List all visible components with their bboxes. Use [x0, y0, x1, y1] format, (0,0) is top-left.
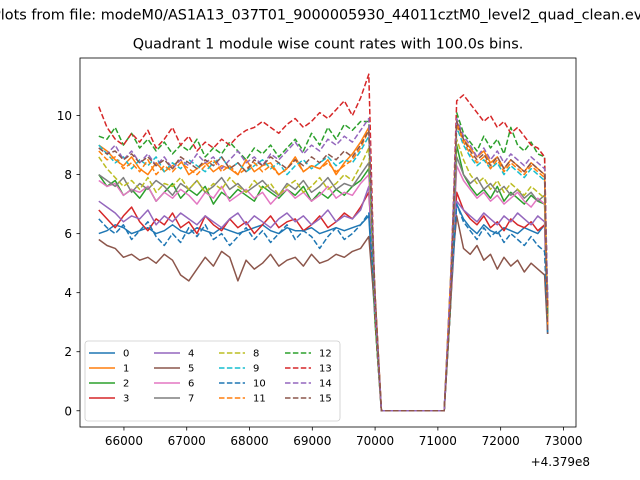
legend-label-7: 7	[188, 394, 194, 405]
chart-title: Quadrant 1 module wise count rates with …	[133, 37, 524, 53]
series-line-12	[98, 111, 549, 412]
legend-label-1: 1	[123, 364, 129, 375]
legend-label-15: 15	[319, 394, 332, 405]
legend-label-9: 9	[253, 364, 259, 375]
series-line-7	[98, 156, 549, 412]
legend-label-12: 12	[319, 349, 332, 360]
legend-label-2: 2	[123, 379, 129, 390]
series-line-15	[98, 120, 549, 412]
series-line-6	[98, 164, 549, 412]
legend-label-0: 0	[123, 349, 129, 360]
x-tick-label-6: 72000	[482, 434, 520, 448]
series-line-5	[98, 215, 549, 412]
legend-label-13: 13	[319, 364, 332, 375]
x-tick-label-2: 68000	[230, 434, 268, 448]
series-line-8	[98, 138, 549, 412]
plot-frame	[79, 57, 577, 428]
legend-label-3: 3	[123, 394, 129, 405]
plot-lines	[98, 73, 549, 412]
series-line-13	[98, 73, 549, 412]
series-line-4	[98, 185, 549, 412]
legend-label-5: 5	[188, 364, 194, 375]
y-tick-label-5: 10	[57, 109, 72, 123]
y-tick-label-1: 2	[64, 345, 72, 359]
series-line-11	[98, 123, 549, 412]
series-line-14	[98, 117, 549, 412]
legend-label-10: 10	[253, 379, 266, 390]
x-tick-label-0: 66000	[105, 434, 143, 448]
legend-label-4: 4	[188, 349, 194, 360]
y-tick-label-2: 4	[64, 286, 72, 300]
series-line-10	[98, 203, 549, 412]
x-tick-label-7: 73000	[544, 434, 582, 448]
legend-label-11: 11	[253, 394, 266, 405]
axes: 66000 67000 68000 69000 70000 71000 72000 73000…	[57, 57, 583, 448]
y-tick-label-3: 6	[64, 227, 72, 241]
legend-label-8: 8	[253, 349, 259, 360]
x-axis-offset-label: +4.379e8	[531, 455, 590, 469]
y-tick-label-0: 0	[64, 404, 72, 418]
series-line-0	[98, 203, 549, 412]
legend-box	[84, 340, 341, 422]
figure-suptitle: Plots from file: modeM0/AS1A13_037T01_90…	[0, 8, 640, 24]
x-tick-label-4: 70000	[356, 434, 394, 448]
y-tick-label-4: 8	[64, 168, 72, 182]
legend-label-14: 14	[319, 379, 332, 390]
x-tick-label-1: 67000	[168, 434, 206, 448]
legend-label-6: 6	[188, 379, 194, 390]
x-tick-label-3: 69000	[293, 434, 331, 448]
x-tick-label-5: 71000	[419, 434, 457, 448]
